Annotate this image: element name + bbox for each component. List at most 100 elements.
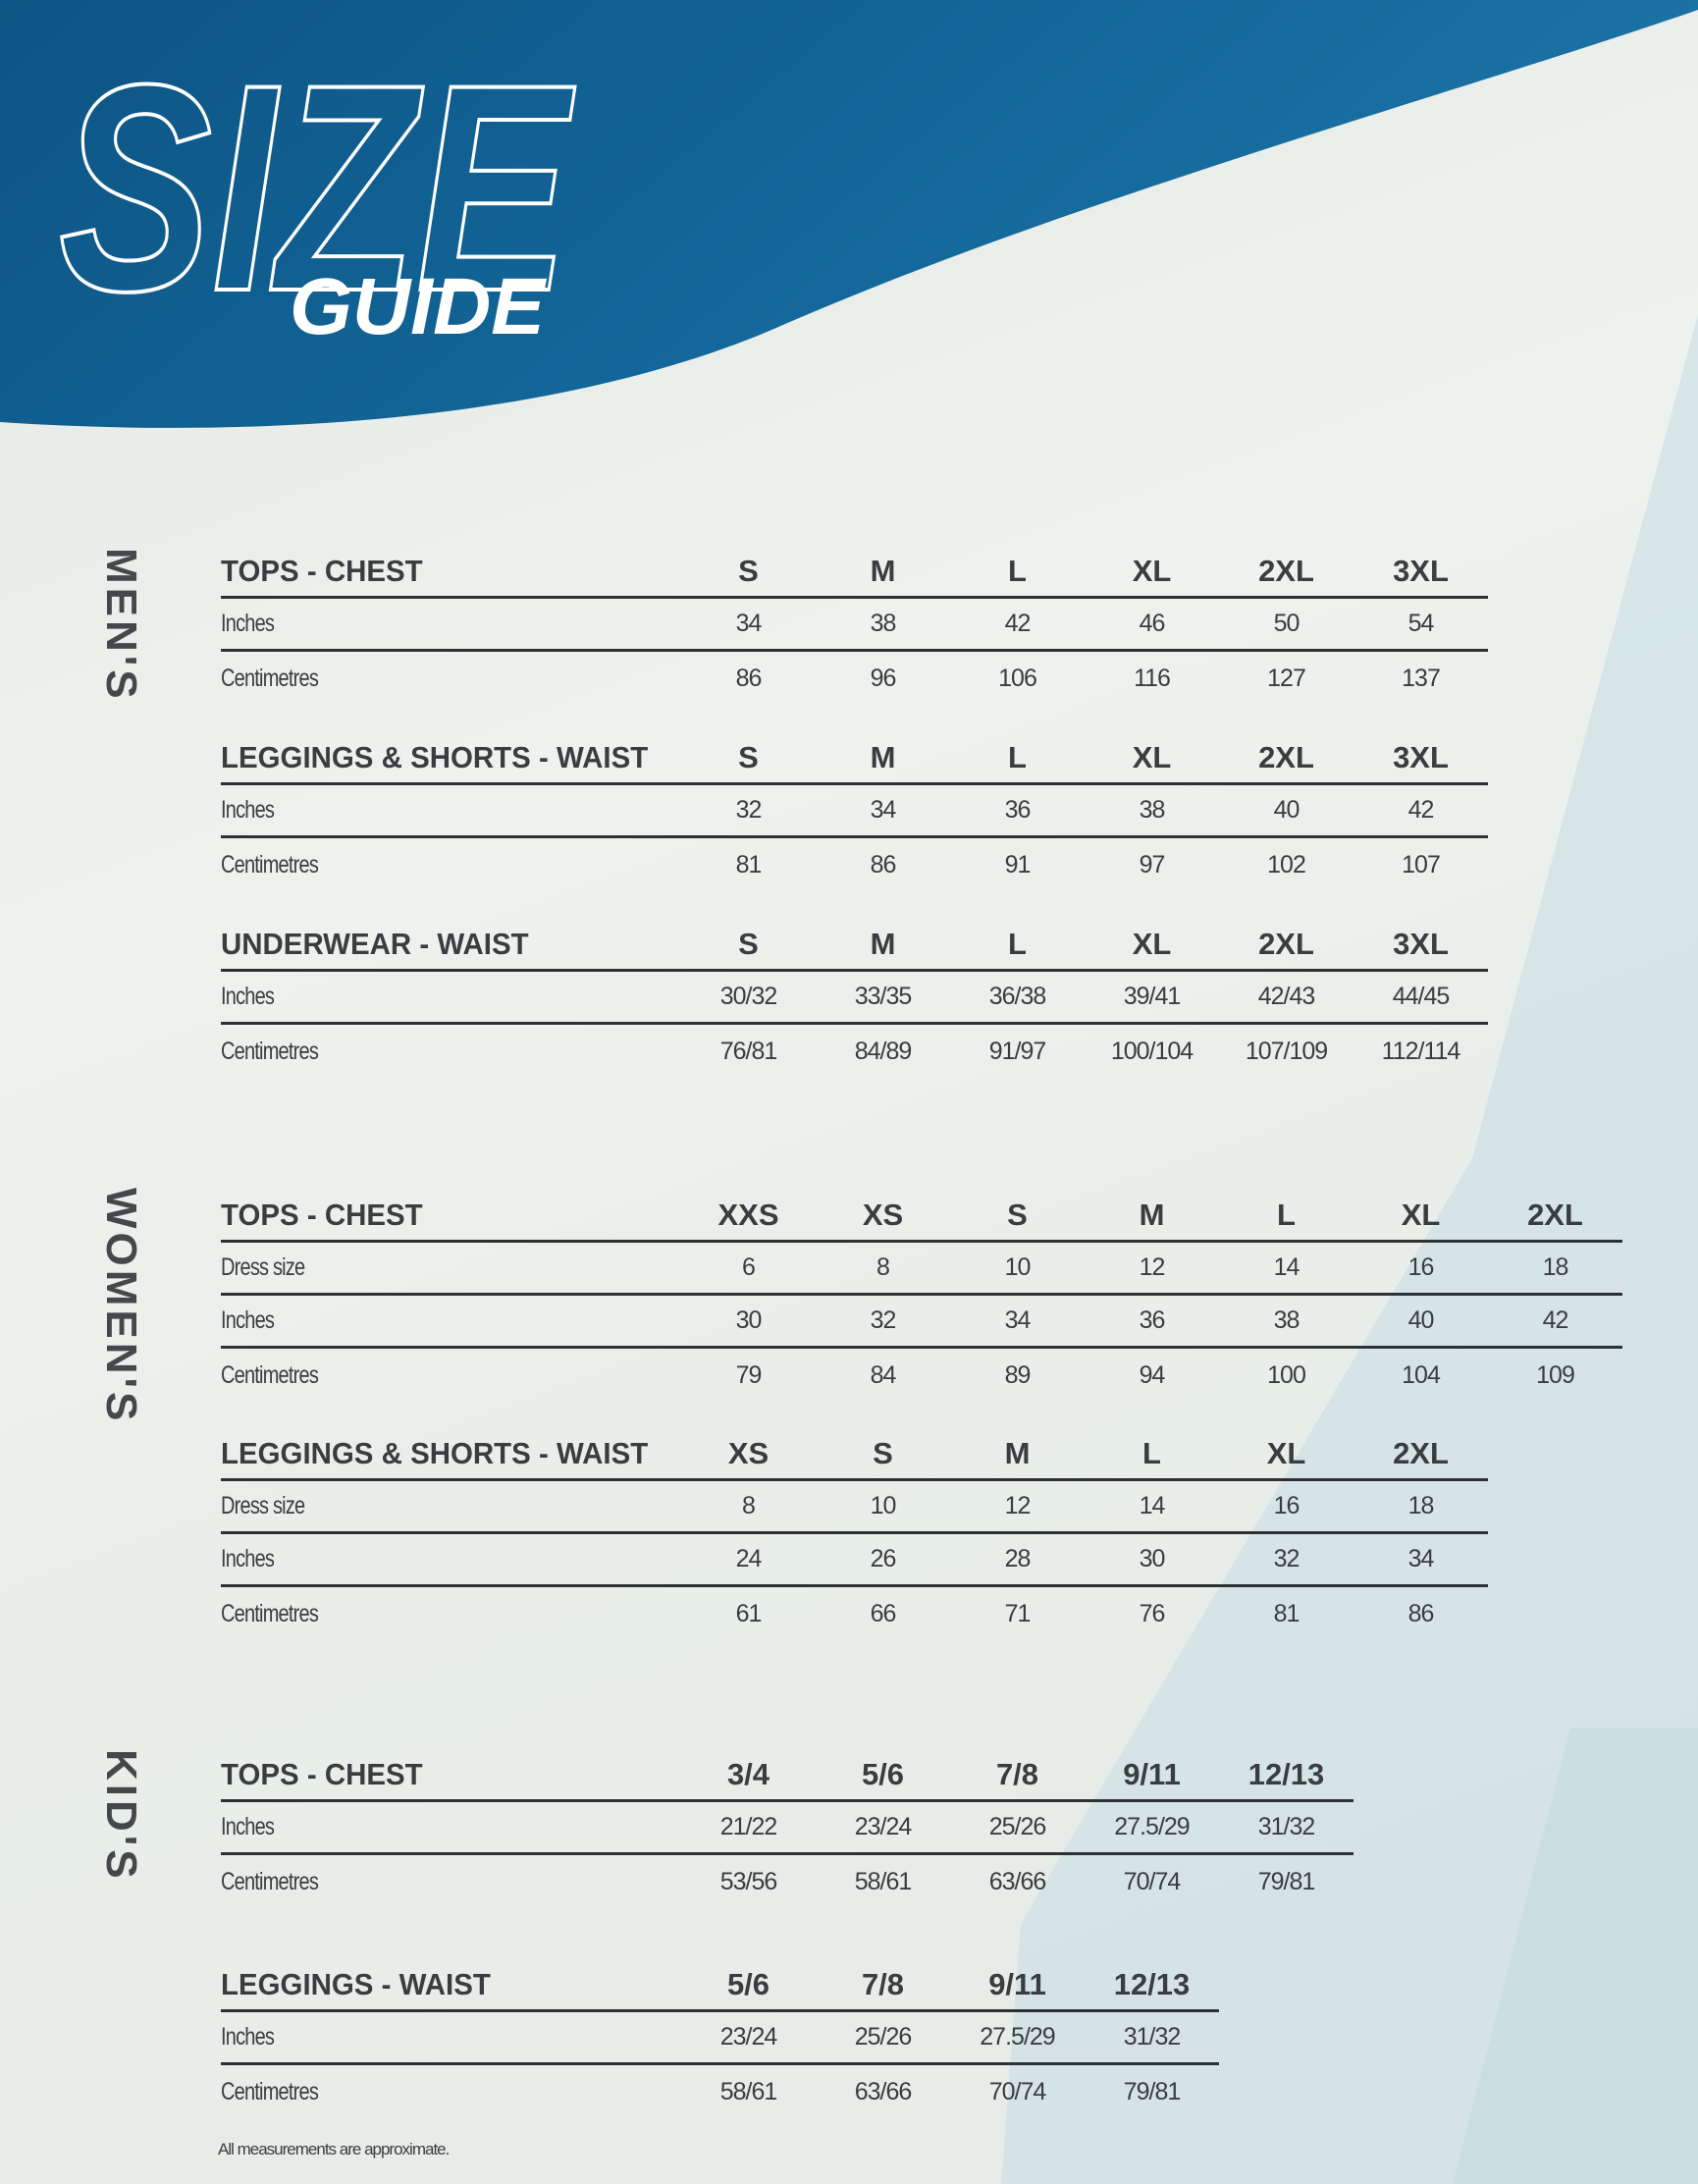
table-row: Centimetres 53/56 58/61 63/66 70/74 79/81 xyxy=(221,1855,1353,1908)
size-header: 5/6 xyxy=(861,1756,905,1791)
table-cell: 30 xyxy=(735,1306,763,1334)
table-header-row: TOPS - CHEST S M L XL 2XL 3XL xyxy=(221,546,1488,599)
table-cell: 46 xyxy=(1139,610,1166,637)
table-cell: 10 xyxy=(1004,1253,1032,1281)
table-cell: 16 xyxy=(1273,1492,1300,1519)
table-cell: 76 xyxy=(1139,1599,1166,1627)
table-cell: 91 xyxy=(1004,850,1032,879)
row-label: Centimetres xyxy=(221,1360,319,1389)
size-table: LEGGINGS & SHORTS - WAIST XS S M L XL 2XL Dress… xyxy=(221,1428,1488,1640)
table-cell: 31/32 xyxy=(1257,1813,1316,1840)
section-label: WOMEN'S xyxy=(97,1188,145,1425)
section-label: MEN'S xyxy=(97,548,145,703)
table-cell: 70/74 xyxy=(988,2077,1047,2105)
size-table: UNDERWEAR - WAIST S M L XL 2XL 3XL Inches 30/32 3… xyxy=(221,919,1488,1078)
table-title: TOPS - CHEST xyxy=(221,553,423,588)
table-cell: 63/66 xyxy=(988,1867,1047,1895)
table-cell: 32 xyxy=(870,1306,897,1334)
table-row: Centimetres 81 86 91 97 102 107 xyxy=(221,838,1488,891)
table-header-row: LEGGINGS & SHORTS - WAIST XS S M L XL 2XL xyxy=(221,1428,1488,1481)
table-cell: 86 xyxy=(870,850,897,879)
table-cell: 32 xyxy=(735,796,763,824)
table-row: Inches 21/22 23/24 25/26 27.5/29 31/32 xyxy=(221,1802,1353,1855)
table-header-row: LEGGINGS & SHORTS - WAIST S M L XL 2XL 3XL xyxy=(221,732,1488,785)
table-cell: 71 xyxy=(1004,1599,1032,1627)
size-header: M xyxy=(1004,1435,1031,1470)
table-row: Inches 30 32 34 36 38 40 42 xyxy=(221,1296,1622,1349)
size-header: XS xyxy=(862,1197,904,1232)
table-cell: 81 xyxy=(1273,1599,1300,1627)
size-header: XL xyxy=(1132,553,1172,588)
table-cell: 79/81 xyxy=(1257,1867,1316,1895)
table-cell: 79/81 xyxy=(1123,2077,1182,2105)
table-cell: 96 xyxy=(870,664,897,692)
row-label: Inches xyxy=(221,1306,275,1334)
table-cell: 38 xyxy=(870,610,897,637)
table-header-row: TOPS - CHEST 3/4 5/6 7/8 9/11 12/13 xyxy=(221,1749,1353,1802)
table-cell: 23/24 xyxy=(719,2023,778,2051)
table-cell: 104 xyxy=(1402,1360,1441,1389)
row-label: Centimetres xyxy=(221,1867,319,1895)
table-cell: 107 xyxy=(1402,850,1441,879)
size-guide-logo: SIZE GUIDE xyxy=(57,21,579,353)
size-header: 2XL xyxy=(1258,739,1314,774)
row-label: Centimetres xyxy=(221,2077,319,2105)
table-cell: 26 xyxy=(870,1545,897,1572)
table-cell: 21/22 xyxy=(719,1813,778,1840)
size-header: S xyxy=(873,1435,893,1470)
title-sub: GUIDE xyxy=(290,262,547,351)
table-cell: 109 xyxy=(1536,1360,1575,1389)
table-row: Inches 30/32 33/35 36/38 39/41 42/43 44/45 xyxy=(221,972,1488,1025)
table-cell: 25/26 xyxy=(988,1813,1047,1840)
size-header: XL xyxy=(1266,1435,1306,1470)
table-cell: 94 xyxy=(1139,1360,1166,1389)
table-cell: 97 xyxy=(1139,850,1166,879)
size-table: LEGGINGS - WAIST 5/6 7/8 9/11 12/13 Inches 23/… xyxy=(221,1959,1219,2118)
table-cell: 12 xyxy=(1139,1253,1166,1281)
table-cell: 42/43 xyxy=(1257,983,1316,1010)
footnote: All measurements are approximate. xyxy=(218,2140,450,2158)
table-cell: 76/81 xyxy=(719,1037,778,1065)
table-cell: 50 xyxy=(1273,610,1300,637)
size-header: L xyxy=(1008,739,1027,774)
table-cell: 61 xyxy=(735,1599,763,1627)
table-row: Centimetres 86 96 106 116 127 137 xyxy=(221,652,1488,705)
table-cell: 8 xyxy=(742,1492,756,1519)
size-header: 3XL xyxy=(1393,739,1449,774)
table-cell: 10 xyxy=(870,1492,897,1519)
size-header: XS xyxy=(727,1435,769,1470)
table-cell: 34 xyxy=(735,610,763,637)
table-cell: 102 xyxy=(1267,850,1306,879)
table-cell: 107/109 xyxy=(1245,1037,1328,1065)
table-cell: 18 xyxy=(1542,1253,1569,1281)
size-header: 3XL xyxy=(1393,926,1449,961)
size-header: L xyxy=(1008,553,1027,588)
table-row: Inches 32 34 36 38 40 42 xyxy=(221,785,1488,838)
table-title: LEGGINGS - WAIST xyxy=(221,1966,491,2001)
size-header: XXS xyxy=(717,1197,779,1232)
size-table: TOPS - CHEST S M L XL 2XL 3XL Inches 34 38 42 46 50 5… xyxy=(221,546,1488,705)
table-cell: 36 xyxy=(1004,796,1032,824)
table-cell: 58/61 xyxy=(854,1867,913,1895)
table-cell: 16 xyxy=(1407,1253,1435,1281)
table-cell: 30 xyxy=(1139,1545,1166,1572)
row-label: Inches xyxy=(221,1813,275,1840)
table-row: Dress size 6 8 10 12 14 16 18 xyxy=(221,1243,1622,1296)
row-label: Inches xyxy=(221,983,275,1010)
size-header: 2XL xyxy=(1258,553,1314,588)
table-cell: 36 xyxy=(1139,1306,1166,1334)
table-cell: 32 xyxy=(1273,1545,1300,1572)
size-header: 2XL xyxy=(1258,926,1314,961)
size-table: LEGGINGS & SHORTS - WAIST S M L XL 2XL 3XL Inch… xyxy=(221,732,1488,891)
size-header: M xyxy=(870,926,896,961)
table-row: Centimetres 79 84 89 94 100 104 109 xyxy=(221,1349,1622,1402)
size-header: L xyxy=(1277,1197,1296,1232)
size-header: M xyxy=(1139,1197,1165,1232)
table-header-row: UNDERWEAR - WAIST S M L XL 2XL 3XL xyxy=(221,919,1488,972)
size-header: M xyxy=(870,739,896,774)
size-header: XL xyxy=(1401,1197,1441,1232)
row-label: Dress size xyxy=(221,1492,305,1519)
table-cell: 6 xyxy=(742,1253,756,1281)
table-header-row: TOPS - CHEST XXS XS S M L XL 2XL xyxy=(221,1190,1622,1243)
